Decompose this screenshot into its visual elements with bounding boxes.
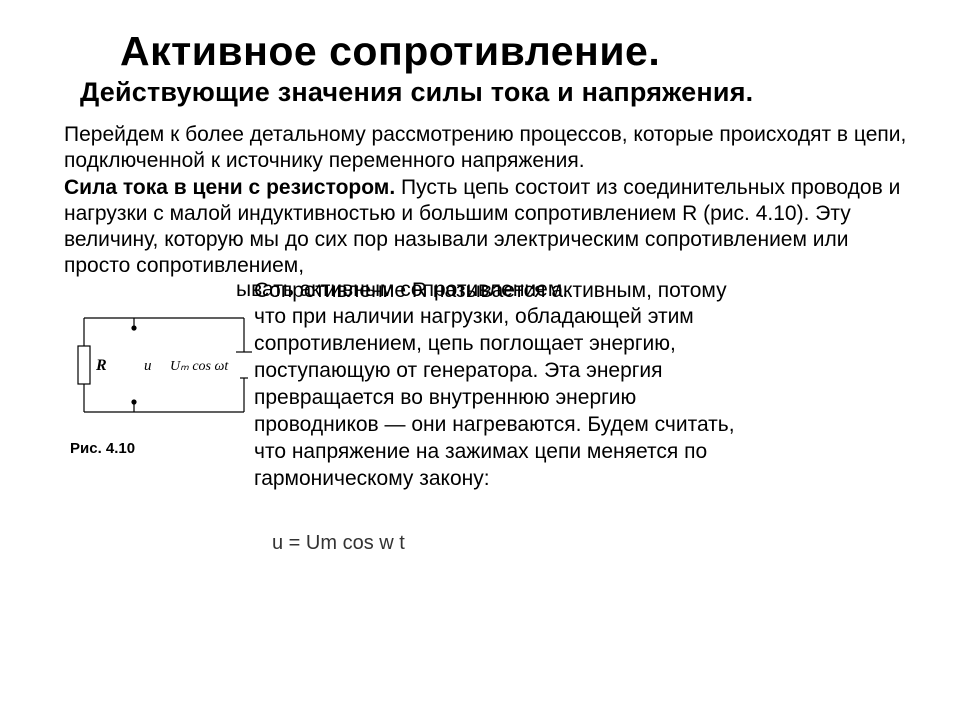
figure-caption: Рис. 4.10: [70, 440, 274, 457]
page-title: Активное сопротивление.: [120, 28, 920, 75]
bold-label: Сила тока в цени с резистором.: [64, 176, 395, 199]
intro-text-1: Перейдем к более детальному рассмотрению…: [64, 123, 906, 172]
description-text: Сопротивление R называется активным, пот…: [254, 278, 764, 493]
resistor-label: R: [95, 357, 107, 374]
circuit-diagram: R u Uₘ cos ωt: [64, 300, 264, 430]
figure-block: R u Uₘ cos ωt Рис. 4.10: [64, 300, 274, 457]
voltage-label: u: [144, 358, 152, 374]
slide: Активное сопротивление. Действующие знач…: [0, 0, 960, 720]
page-subtitle: Действующие значения силы тока и напряже…: [80, 77, 920, 108]
intro-block: Перейдем к более детальному рассмотрению…: [64, 122, 910, 280]
source-label: Uₘ cos ωt: [170, 359, 229, 374]
formula-text: u = Um cos w t: [272, 532, 405, 555]
